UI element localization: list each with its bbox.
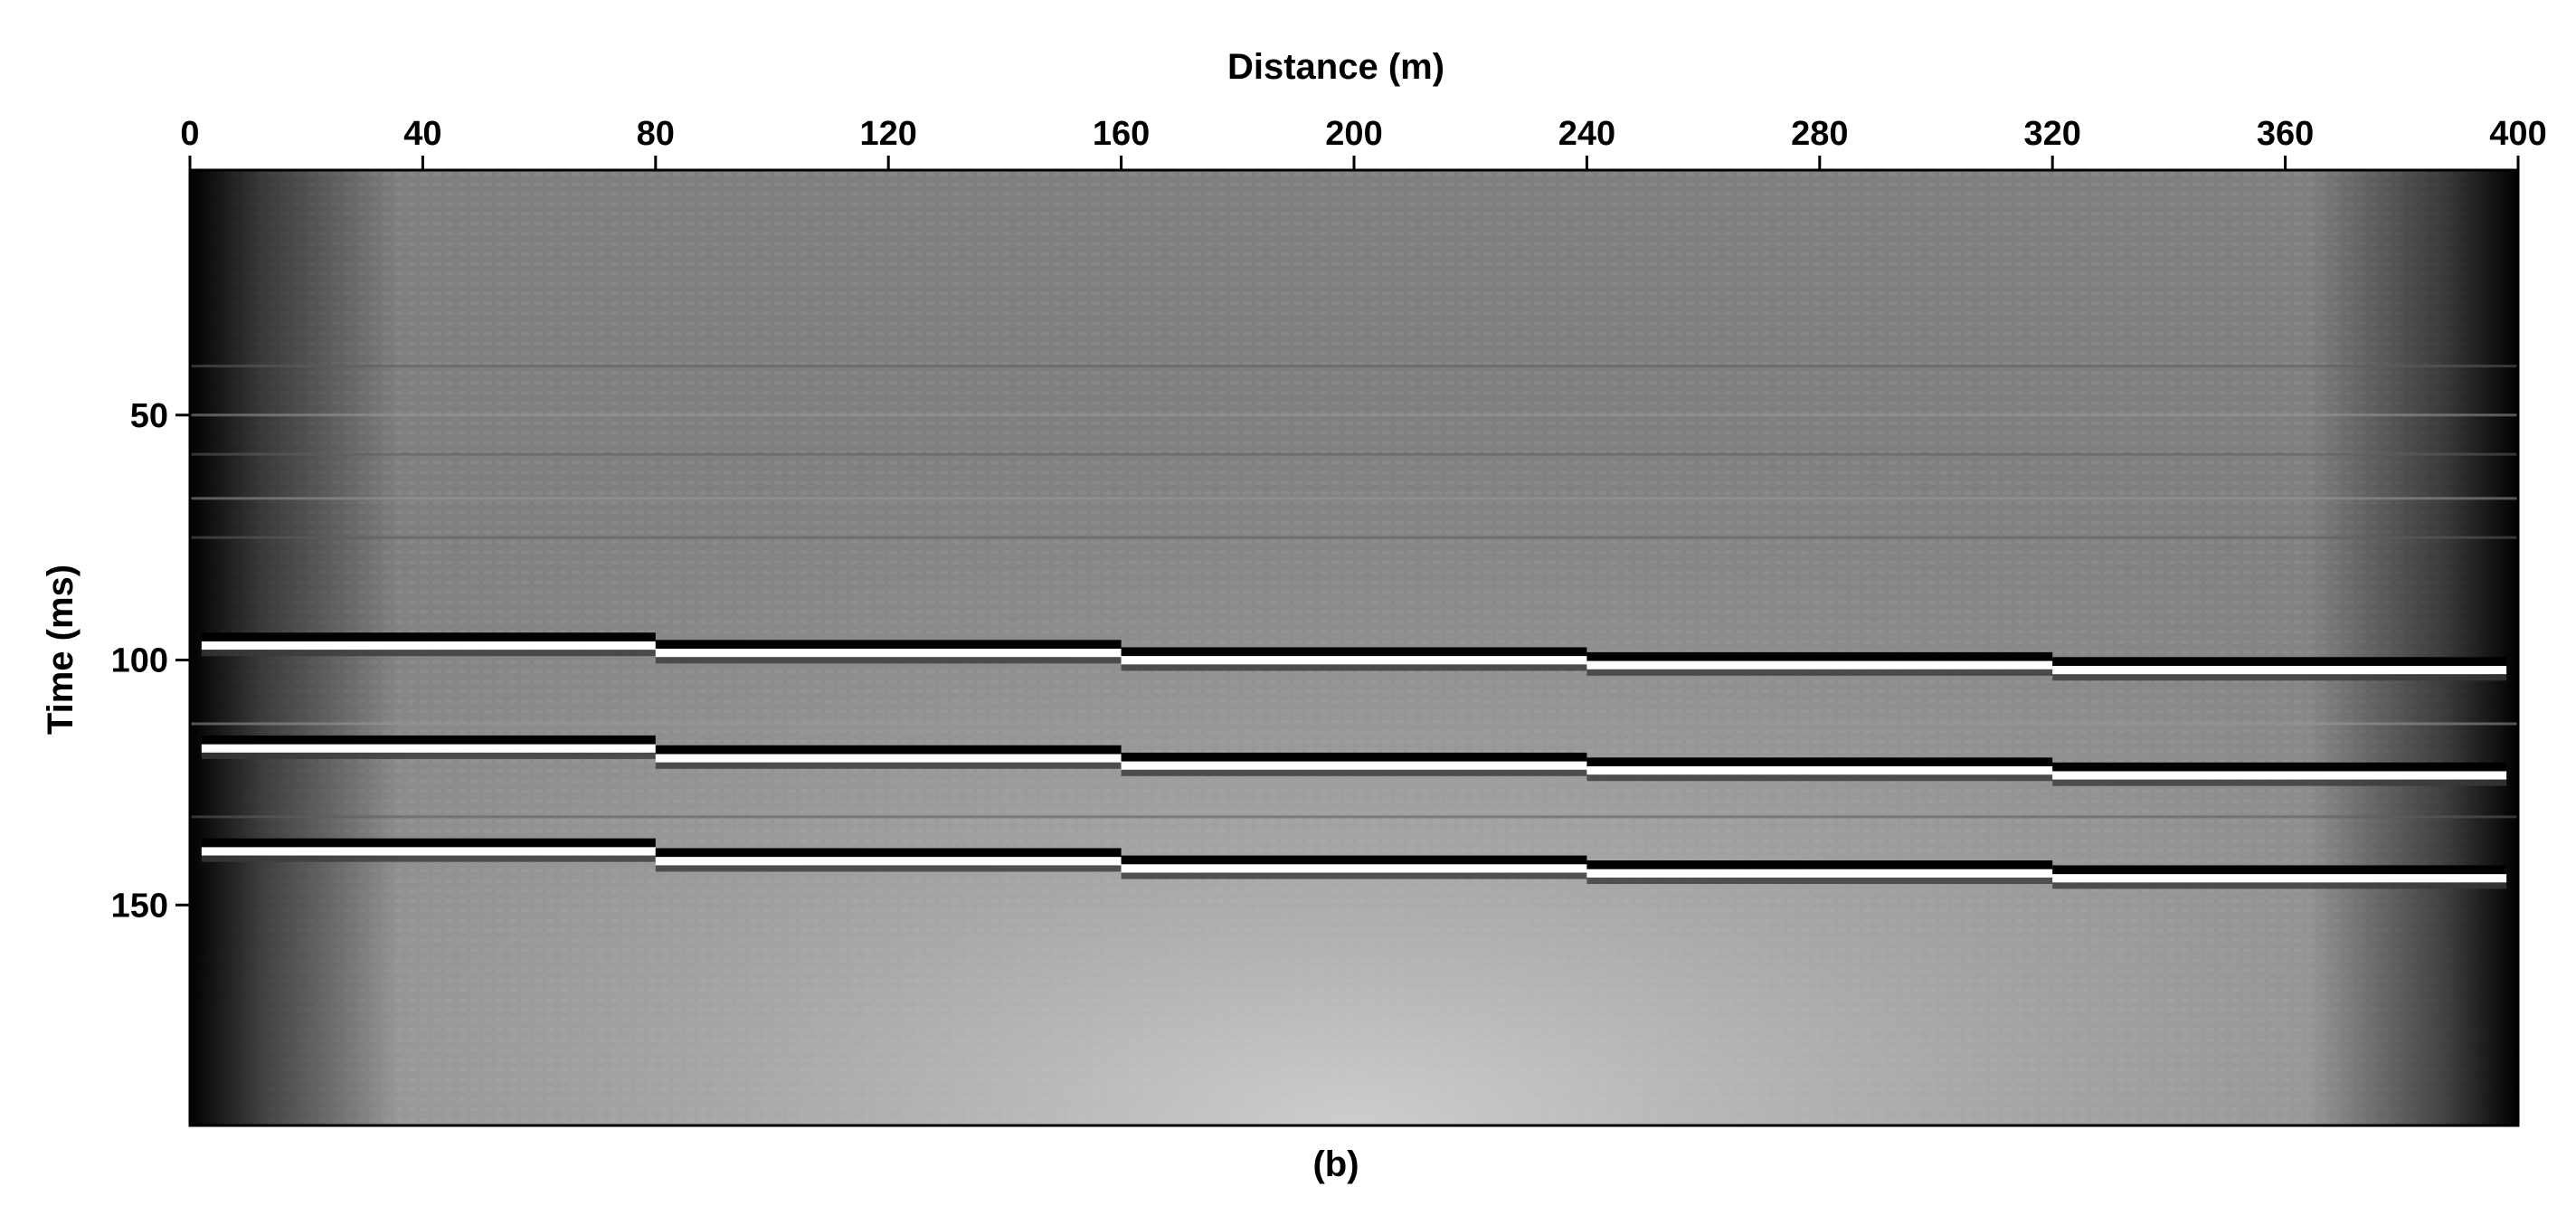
reflector-peak: [201, 641, 656, 650]
reflector-sidelobe: [1586, 669, 2053, 676]
reflector-trough: [201, 632, 656, 641]
y-tick-label: 100: [111, 642, 168, 680]
reflector-sidelobe: [1121, 872, 1587, 879]
reflector-peak: [655, 857, 1122, 866]
x-tick-label: 360: [2257, 115, 2314, 153]
reflector-sidelobe: [655, 657, 1122, 664]
x-tick-label: 280: [1791, 115, 1848, 153]
reflector-sidelobe: [2052, 779, 2507, 786]
reflector-1: [201, 632, 2507, 681]
y-axis: 50 100 150: [111, 397, 190, 925]
reflector-trough: [2052, 865, 2507, 875]
reflector-trough: [1121, 855, 1587, 865]
reflector-peak: [1121, 864, 1587, 873]
reflector-sidelobe: [1121, 769, 1587, 776]
y-tick-label: 150: [111, 887, 168, 925]
reflector-sidelobe: [201, 650, 656, 657]
reflector-peak: [2052, 771, 2507, 780]
reflector-sidelobe: [201, 752, 656, 759]
y-tick-label: 50: [130, 397, 168, 435]
reflector-sidelobe: [1121, 664, 1587, 671]
reflector-peak: [1586, 869, 2053, 878]
reflector-trough: [1121, 752, 1587, 762]
x-tick-label: 320: [2023, 115, 2080, 153]
reflector-sidelobe: [1586, 877, 2053, 885]
reflector-trough: [201, 838, 656, 848]
x-tick-label: 120: [859, 115, 916, 153]
reflector-peak: [1121, 656, 1587, 665]
reflector-peak: [1586, 766, 2053, 775]
plot-area: [190, 170, 2518, 1125]
reflector-sidelobe: [1586, 774, 2053, 782]
reflector-trough: [1121, 647, 1587, 657]
reflector-trough: [201, 735, 656, 745]
reflector-trough: [2052, 657, 2507, 667]
right-edge-shadow: [2308, 170, 2518, 1125]
reflector-trough: [655, 640, 1122, 650]
reflector-peak: [201, 847, 656, 856]
x-tick-label: 0: [180, 115, 199, 153]
figure-caption: (b): [1312, 1144, 1359, 1184]
reflector-peak: [1121, 761, 1587, 770]
x-tick-label: 240: [1558, 115, 1615, 153]
reflector-sidelobe: [655, 762, 1122, 769]
reflector-peak: [655, 649, 1122, 658]
x-tick-label: 40: [403, 115, 441, 153]
reflector-sidelobe: [2052, 882, 2507, 889]
reflector-peak: [2052, 666, 2507, 675]
x-axis-title: Distance (m): [1227, 47, 1444, 87]
x-tick-label: 160: [1093, 115, 1150, 153]
y-axis-title: Time (ms): [41, 565, 80, 735]
reflector-2: [201, 735, 2507, 786]
x-axis: 0 40 80 120 160 200 240 280 320 360 400: [180, 115, 2547, 170]
reflector-trough: [655, 745, 1122, 755]
reflector-sidelobe: [655, 865, 1122, 872]
reflector-trough: [655, 848, 1122, 858]
reflector-peak: [655, 754, 1122, 763]
reflector-trough: [1586, 651, 2053, 661]
reflector-peak: [2052, 874, 2507, 883]
x-tick-label: 200: [1325, 115, 1382, 153]
x-tick-label: 400: [2489, 115, 2546, 153]
reflector-trough: [2052, 762, 2507, 772]
reflector-trough: [1586, 860, 2053, 869]
reflector-peak: [1586, 660, 2053, 669]
x-tick-label: 80: [637, 115, 675, 153]
reflector-peak: [201, 744, 656, 753]
reflector-trough: [1586, 757, 2053, 767]
reflector-sidelobe: [201, 855, 656, 862]
reflector-3: [201, 838, 2507, 889]
reflector-sidelobe: [2052, 674, 2507, 681]
